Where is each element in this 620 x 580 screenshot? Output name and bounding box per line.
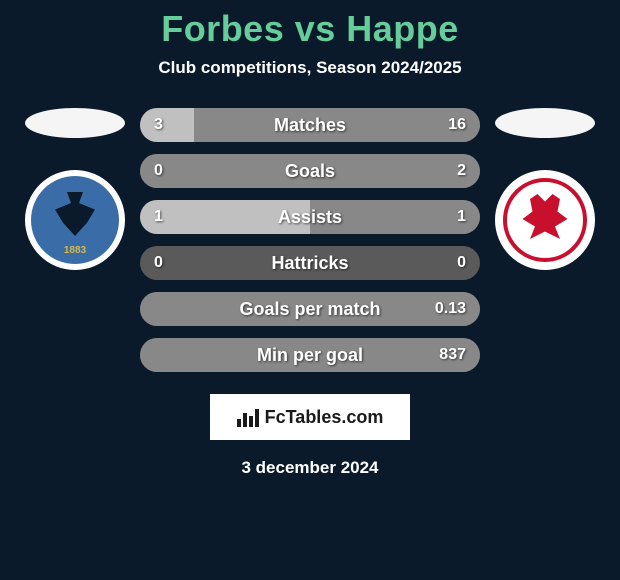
page-title: Forbes vs Happe — [0, 0, 620, 50]
stat-label: Assists — [278, 207, 342, 228]
stat-fill-left — [140, 108, 194, 142]
left-player-photo-placeholder — [25, 108, 125, 138]
stat-value-right: 1 — [457, 208, 466, 226]
stat-row: Goals per match 0.13 — [140, 292, 480, 326]
left-player-column: 1883 — [20, 108, 130, 270]
stat-label: Matches — [274, 115, 346, 136]
stats-column: 3 Matches 16 0 Goals 2 1 Assists 1 0 Hattricks 0 Goa… — [140, 108, 480, 372]
stat-value-right: 0 — [457, 254, 466, 272]
comparison-container: 1883 3 Matches 16 0 Goals 2 1 Assists 1 0 Hattrick… — [0, 108, 620, 372]
left-badge-year: 1883 — [25, 245, 125, 256]
right-player-photo-placeholder — [495, 108, 595, 138]
date-label: 3 december 2024 — [0, 458, 620, 478]
stat-value-left: 0 — [154, 162, 163, 180]
right-player-column — [490, 108, 600, 270]
left-team-badge: 1883 — [25, 170, 125, 270]
subtitle: Club competitions, Season 2024/2025 — [0, 58, 620, 78]
stat-label: Min per goal — [257, 345, 363, 366]
stat-row: 0 Hattricks 0 — [140, 246, 480, 280]
stat-row: 3 Matches 16 — [140, 108, 480, 142]
stat-value-left: 1 — [154, 208, 163, 226]
brand-watermark: FcTables.com — [210, 394, 410, 440]
stat-row: Min per goal 837 — [140, 338, 480, 372]
stat-value-right: 2 — [457, 162, 466, 180]
stat-value-right: 16 — [448, 116, 466, 134]
stat-row: 1 Assists 1 — [140, 200, 480, 234]
stat-label: Hattricks — [271, 253, 348, 274]
stat-label: Goals per match — [239, 299, 380, 320]
stat-label: Goals — [285, 161, 335, 182]
stat-value-left: 0 — [154, 254, 163, 272]
stat-value-right: 837 — [439, 346, 466, 364]
stat-value-left: 3 — [154, 116, 163, 134]
stat-row: 0 Goals 2 — [140, 154, 480, 188]
brand-text: FcTables.com — [265, 407, 384, 428]
right-team-badge — [495, 170, 595, 270]
stat-value-right: 0.13 — [435, 300, 466, 318]
brand-bars-icon — [237, 407, 259, 427]
